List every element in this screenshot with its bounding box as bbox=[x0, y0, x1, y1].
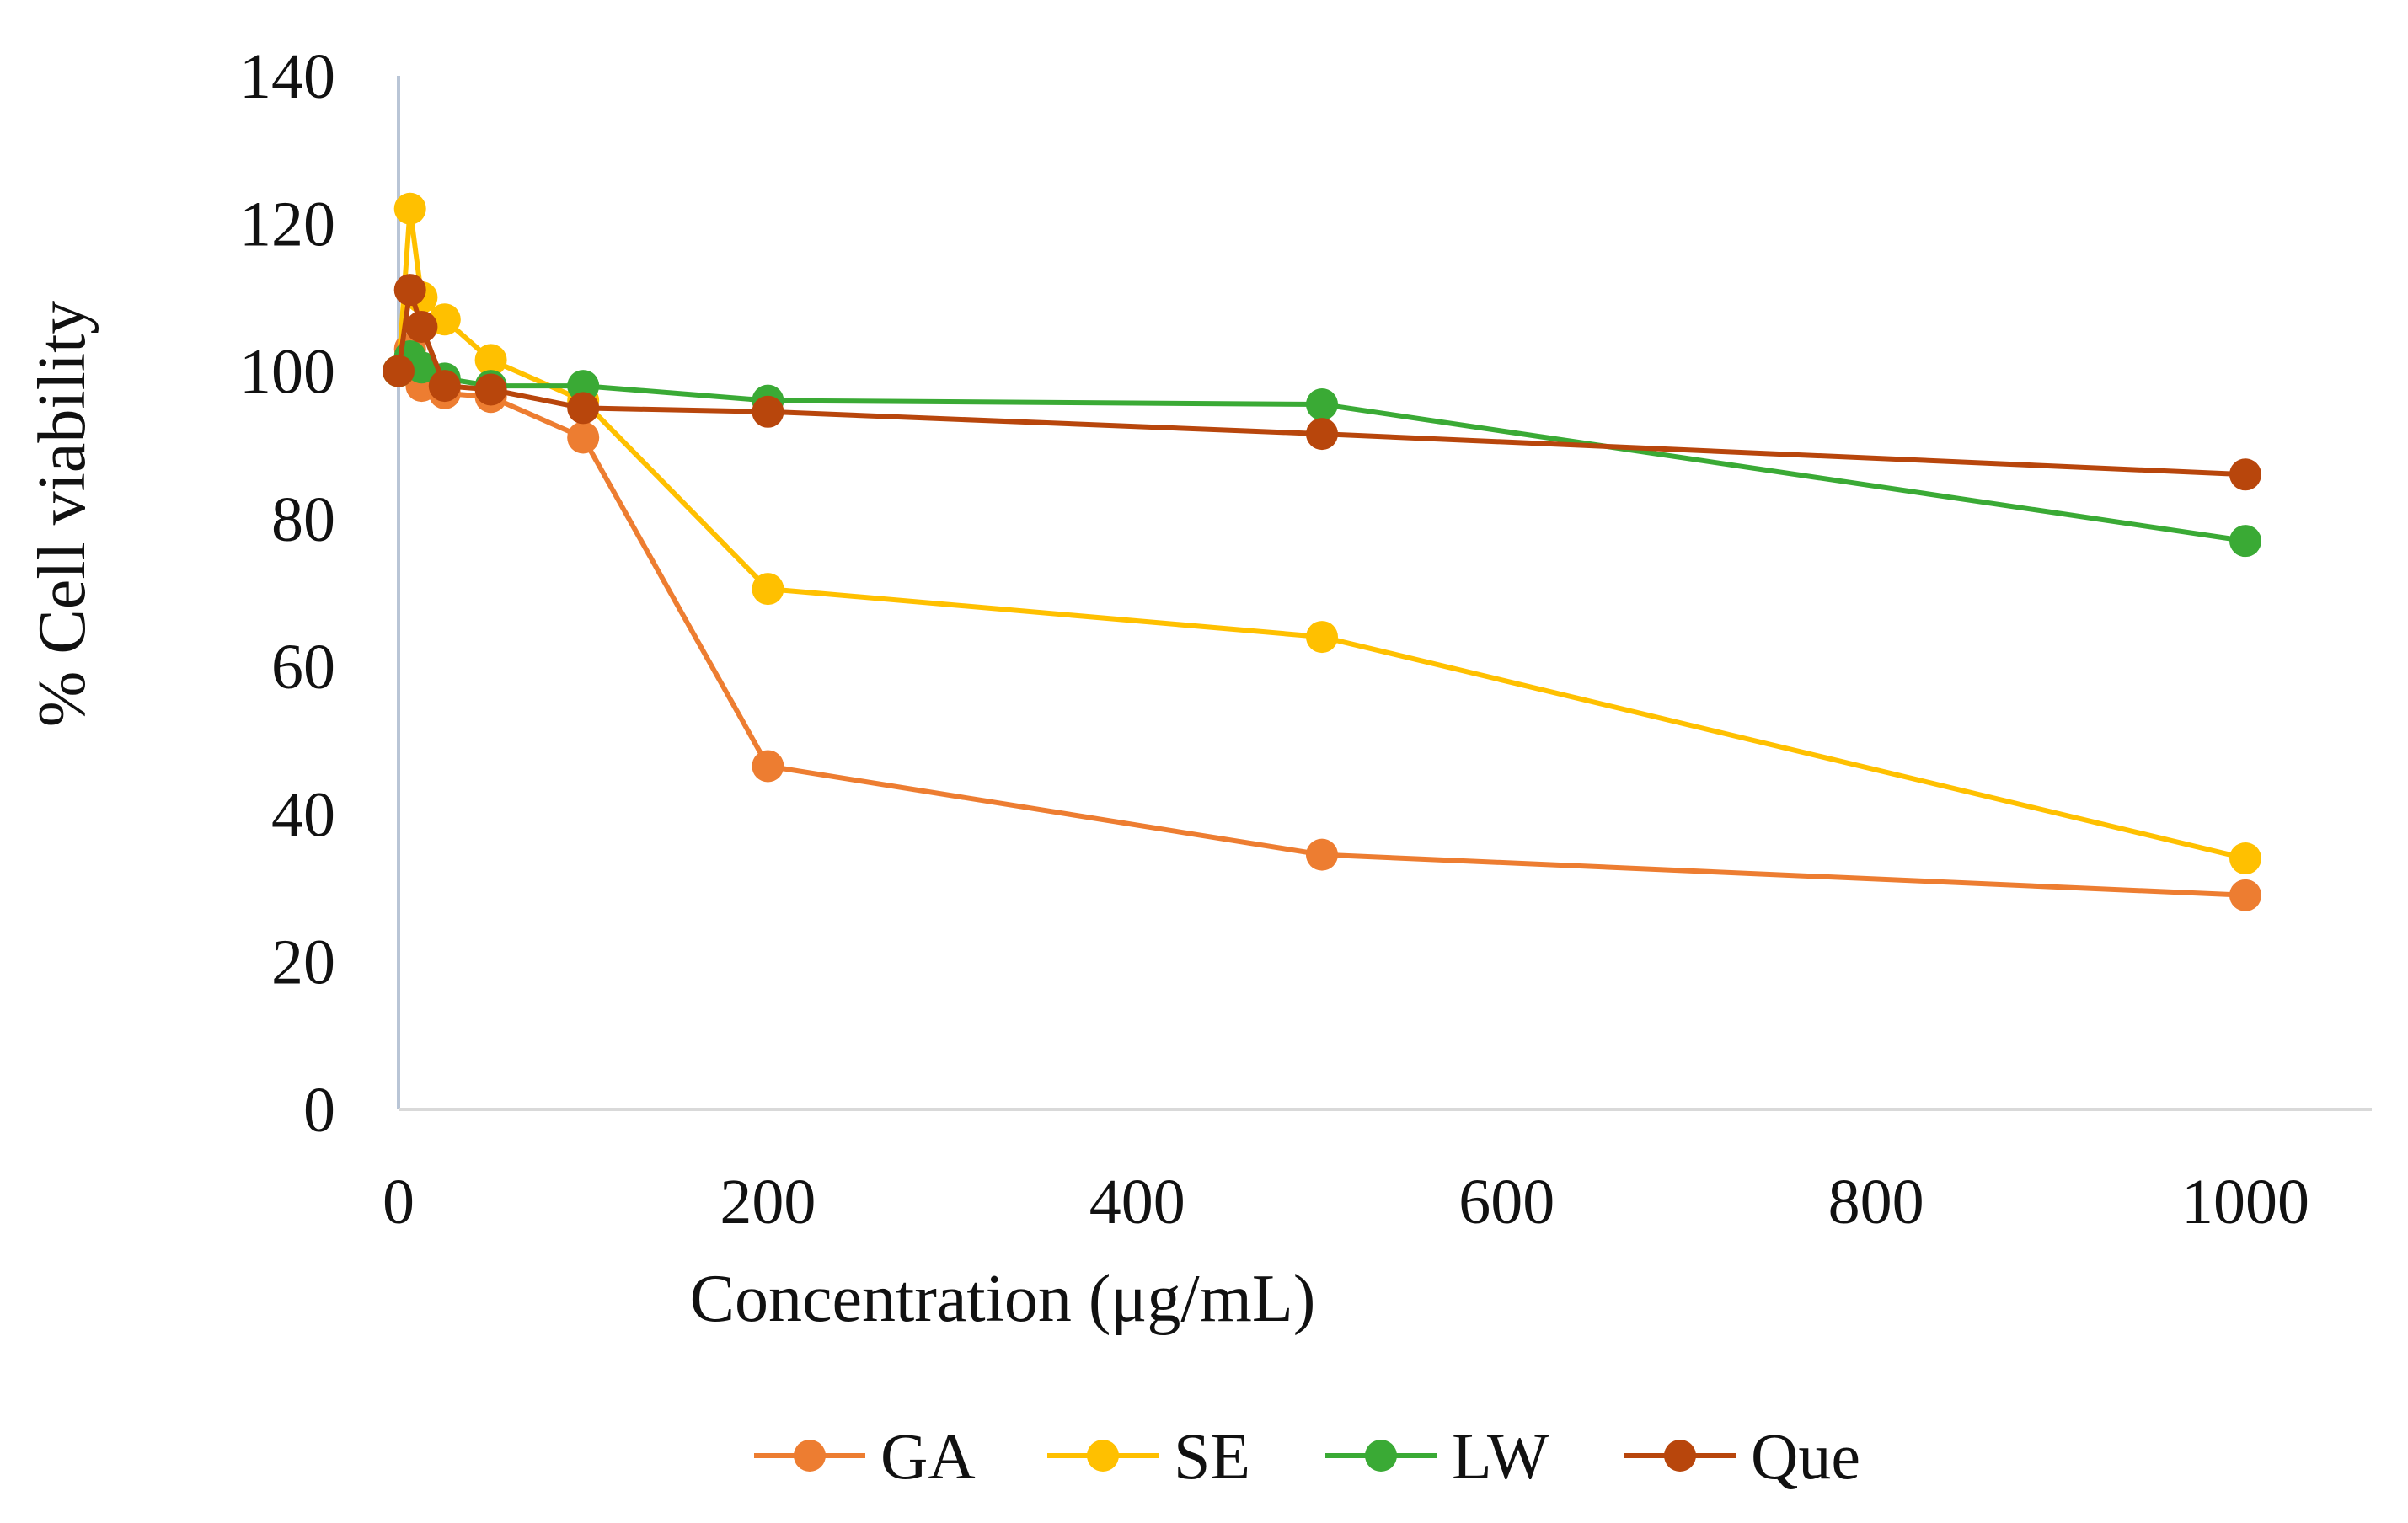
data-point-que bbox=[393, 274, 426, 307]
data-point-que bbox=[567, 392, 600, 425]
y-tick-label: 40 bbox=[271, 779, 335, 850]
x-axis-label: Concentration (μg/mL) bbox=[690, 1262, 1316, 1336]
data-point-se bbox=[2229, 842, 2261, 875]
y-tick-label: 0 bbox=[303, 1075, 335, 1146]
y-tick-label: 140 bbox=[239, 41, 335, 112]
series-layer bbox=[383, 192, 2261, 911]
x-tick-labels: 0 200 400 600 800 1000 bbox=[383, 1167, 2309, 1237]
data-point-que bbox=[405, 310, 438, 343]
legend-item-que: Que bbox=[1624, 1419, 1860, 1493]
series-que bbox=[383, 274, 2261, 491]
y-tick-label: 20 bbox=[271, 927, 335, 998]
y-tick-label: 100 bbox=[239, 337, 335, 408]
data-point-que bbox=[1306, 418, 1338, 451]
x-tick-label: 400 bbox=[1089, 1167, 1185, 1237]
data-point-ga bbox=[567, 421, 600, 454]
x-tick-label: 1000 bbox=[2181, 1167, 2309, 1237]
data-point-ga bbox=[2229, 879, 2261, 911]
series-line-se bbox=[396, 206, 2248, 861]
x-tick-label: 600 bbox=[1458, 1167, 1554, 1237]
legend-item-ga: GA bbox=[754, 1419, 976, 1493]
data-point-se bbox=[393, 192, 426, 225]
legend: GA SE LW Que bbox=[754, 1419, 1860, 1493]
data-point-se bbox=[1306, 621, 1338, 654]
legend-marker-swatch bbox=[1664, 1440, 1696, 1472]
data-point-que bbox=[474, 373, 507, 406]
legend-label: GA bbox=[880, 1419, 976, 1493]
data-point-que bbox=[383, 355, 415, 387]
legend-label: Que bbox=[1751, 1419, 1860, 1493]
data-point-lw bbox=[2229, 525, 2261, 558]
x-tick-label: 800 bbox=[1828, 1167, 1924, 1237]
data-point-se bbox=[752, 573, 784, 606]
legend-marker-swatch bbox=[1365, 1440, 1397, 1472]
x-tick-label: 200 bbox=[720, 1167, 816, 1237]
data-point-que bbox=[752, 395, 784, 428]
data-point-ga bbox=[752, 750, 784, 783]
legend-item-se: SE bbox=[1047, 1419, 1250, 1493]
y-tick-label: 80 bbox=[271, 484, 335, 555]
x-tick-label: 0 bbox=[383, 1167, 415, 1237]
data-point-que bbox=[428, 370, 461, 403]
y-axis-label: % Cell viability bbox=[25, 301, 99, 728]
axes bbox=[397, 76, 2372, 1111]
series-se bbox=[383, 192, 2261, 875]
data-point-se bbox=[474, 344, 507, 377]
data-point-que bbox=[2229, 458, 2261, 491]
data-point-ga bbox=[1306, 838, 1338, 871]
data-point-lw bbox=[567, 370, 600, 403]
y-tick-labels: 0 20 40 60 80 100 120 140 bbox=[239, 41, 335, 1146]
legend-marker-swatch bbox=[794, 1440, 826, 1472]
y-tick-label: 120 bbox=[239, 189, 335, 259]
data-point-lw bbox=[1306, 388, 1338, 421]
y-tick-label: 60 bbox=[271, 632, 335, 703]
legend-marker-swatch bbox=[1087, 1440, 1119, 1472]
legend-label: LW bbox=[1452, 1419, 1549, 1493]
legend-label: SE bbox=[1174, 1419, 1250, 1493]
legend-item-lw: LW bbox=[1325, 1419, 1549, 1493]
